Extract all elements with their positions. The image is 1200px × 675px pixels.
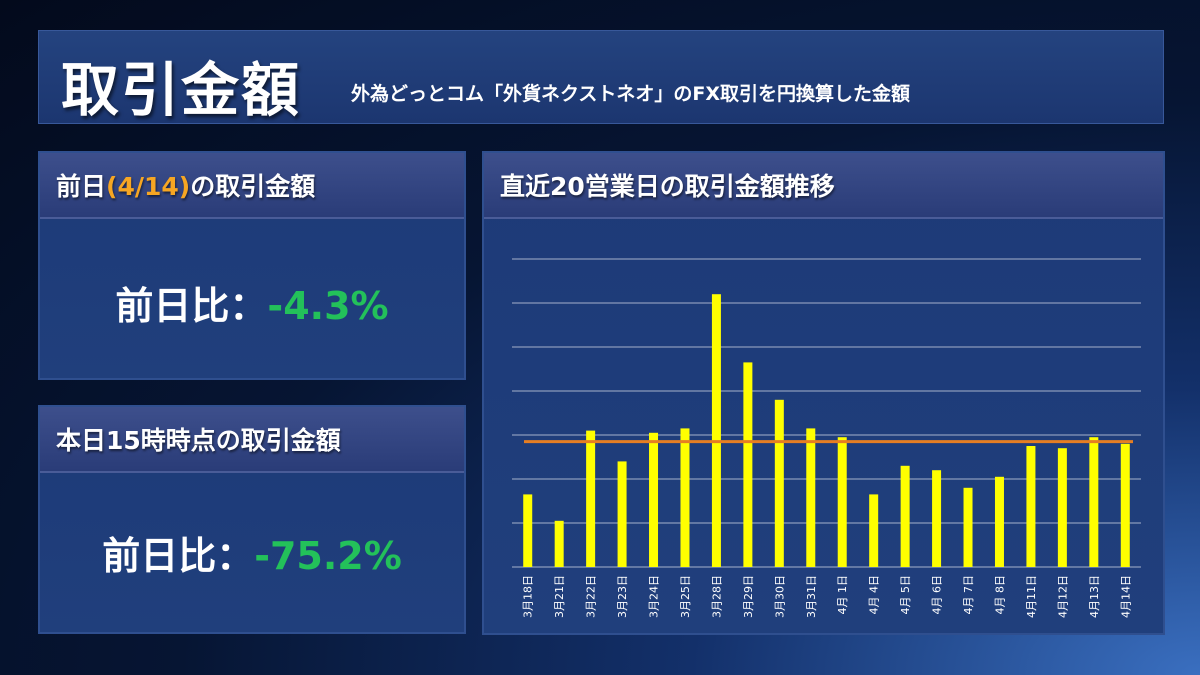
x-tick-label: 3月28日: [710, 575, 723, 618]
bar: [743, 362, 753, 567]
bar: [1057, 448, 1067, 567]
prev-day-ratio-value: -4.3%: [267, 284, 389, 328]
x-tick-label: 4月 1日: [836, 575, 849, 615]
prev-day-heading-prefix: 前日: [56, 172, 107, 201]
today-header: 本日15時時点の取引金額: [40, 407, 464, 473]
bar: [680, 428, 690, 567]
prev-day-ratio: 前日比：-4.3%: [40, 275, 464, 330]
title-bar: 取引金額 外為どっとコム「外貨ネクストネオ」のFX取引を円換算した金額: [38, 30, 1164, 124]
page-subtitle: 外為どっとコム「外貨ネクストネオ」のFX取引を円換算した金額: [351, 83, 911, 105]
bar: [1026, 446, 1036, 567]
bar-chart: 3月18日 3月21日 3月22日 3月23日 3月24日 3月25日 3月28日 3月29日…: [512, 258, 1141, 618]
bar: [963, 487, 973, 567]
x-tick-label: 4月 8日: [993, 575, 1006, 615]
x-tick-label: 3月23日: [616, 575, 629, 618]
page-title: 取引金額: [61, 56, 302, 124]
x-tick-label: 4月 4日: [868, 575, 881, 615]
prev-day-heading-suffix: の取引金額: [190, 172, 316, 201]
bar: [1089, 437, 1099, 567]
prev-day-header: 前日(4/14)の取引金額: [40, 153, 464, 219]
today-ratio-label: 前日比：: [102, 534, 255, 578]
bar: [837, 437, 847, 567]
x-tick-label: 3月25日: [679, 575, 692, 618]
x-tick-label: 3月22日: [585, 575, 598, 618]
x-tick-label: 4月14日: [1119, 575, 1132, 618]
bar: [617, 461, 627, 567]
x-tick-label: 3月18日: [522, 575, 535, 618]
today-panel: 本日15時時点の取引金額 前日比：-75.2%: [38, 405, 466, 634]
bar: [586, 430, 596, 567]
x-tick-label: 3月29日: [742, 575, 755, 618]
bar: [523, 494, 533, 567]
bar: [869, 494, 879, 567]
bar: [994, 476, 1004, 567]
bar: [900, 465, 910, 567]
bar: [554, 520, 564, 567]
bar: [806, 428, 816, 567]
chart-header: 直近20営業日の取引金額推移: [484, 153, 1163, 219]
chart-heading: 直近20営業日の取引金額推移: [500, 172, 835, 201]
today-ratio-value: -75.2%: [254, 534, 402, 578]
chart-panel: 直近20営業日の取引金額推移 3月18日 3月21日 3月22日 3月23日 3月24日…: [482, 151, 1165, 635]
x-tick-label: 3月31日: [805, 575, 818, 618]
bar: [711, 294, 721, 567]
bar: [649, 432, 659, 567]
today-ratio: 前日比：-75.2%: [40, 525, 464, 580]
bar: [932, 470, 942, 567]
x-tick-label: 4月 7日: [962, 575, 975, 615]
today-heading: 本日15時時点の取引金額: [56, 426, 341, 455]
x-tick-label: 3月30日: [773, 575, 786, 618]
x-tick-label: 4月13日: [1088, 575, 1101, 618]
bar: [774, 399, 784, 567]
x-tick-label: 4月 5日: [899, 575, 912, 615]
x-tick-label: 3月21日: [553, 575, 566, 618]
x-tick-label: 4月 6日: [931, 575, 944, 615]
x-tick-label: 4月12日: [1056, 575, 1069, 618]
prev-day-heading: 前日(4/14)の取引金額: [56, 167, 315, 203]
x-tick-label: 3月24日: [648, 575, 661, 618]
x-tick-label: 4月11日: [1025, 575, 1038, 618]
prev-day-heading-date: (4/14): [106, 172, 191, 201]
bar: [1120, 443, 1130, 567]
prev-day-panel: 前日(4/14)の取引金額 前日比：-4.3%: [38, 151, 466, 380]
prev-day-ratio-label: 前日比：: [115, 284, 268, 328]
